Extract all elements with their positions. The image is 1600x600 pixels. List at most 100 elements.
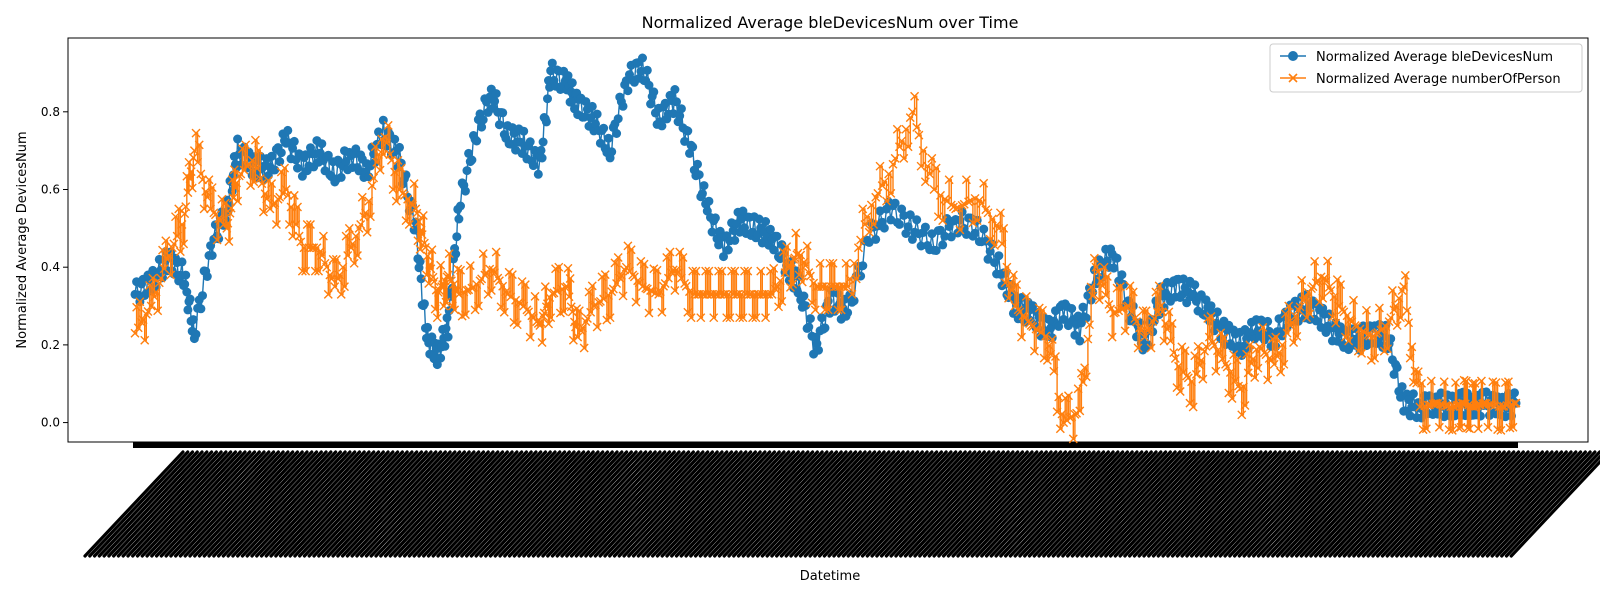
x-tick-label-glyph (555, 450, 657, 558)
data-point (1094, 295, 1104, 305)
x-tick-label-glyph (1128, 450, 1230, 558)
data-point (254, 145, 264, 155)
data-point (1217, 354, 1227, 364)
data-point (979, 178, 989, 188)
data-point (1005, 278, 1015, 288)
data-point (845, 274, 855, 284)
x-tick-label-glyph (651, 450, 753, 558)
data-point (756, 266, 766, 276)
x-tick-label-glyph (88, 450, 190, 558)
x-tick-label-glyph (679, 450, 781, 558)
data-point (229, 165, 239, 175)
x-tick-label-glyph (817, 450, 920, 558)
x-tick-label-glyph (340, 450, 443, 558)
x-tick-label-glyph (221, 450, 323, 558)
y-tick-label: 0.8 (41, 105, 60, 119)
data-point (804, 322, 814, 332)
data-point (680, 279, 690, 289)
data-point (443, 332, 453, 342)
data-point (565, 273, 575, 283)
data-point (289, 136, 299, 146)
data-point (751, 313, 761, 323)
data-point (815, 258, 825, 268)
data-point (1486, 400, 1496, 410)
data-point (670, 286, 680, 295)
data-point (817, 313, 827, 323)
x-tick-label-glyph (713, 450, 815, 558)
x-tick-label-glyph (1371, 450, 1473, 558)
data-point (699, 289, 709, 299)
data-point (696, 313, 706, 323)
data-point (1083, 334, 1093, 344)
data-point (454, 289, 464, 299)
data-point (180, 209, 190, 219)
data-point (1102, 272, 1112, 282)
data-point (1078, 377, 1088, 387)
data-point (825, 258, 835, 268)
data-point (1193, 341, 1203, 351)
data-point (1156, 301, 1166, 311)
data-point (1029, 346, 1039, 356)
data-point (498, 108, 508, 118)
x-tick-label-glyph (364, 450, 467, 558)
x-tick-label-glyph (550, 450, 653, 558)
x-tick-label-glyph (760, 450, 862, 558)
data-point (185, 174, 195, 184)
data-point (1046, 349, 1056, 359)
x-tick-label-glyph (193, 450, 295, 558)
data-point (1451, 378, 1461, 388)
x-tick-label-glyph (1328, 450, 1430, 558)
data-point (1394, 293, 1404, 303)
x-tick-label-glyph (822, 450, 924, 558)
data-point (1057, 409, 1067, 419)
x-tick-label-glyph (1376, 450, 1478, 558)
x-tick-label-glyph (1457, 450, 1559, 558)
x-tick-label-glyph (264, 450, 366, 558)
x-tick-label-glyph (1461, 450, 1564, 558)
data-point (686, 313, 696, 323)
data-point (339, 282, 349, 292)
data-point (1002, 262, 1012, 272)
x-tick-label-glyph (1347, 450, 1449, 558)
x-tick-label-glyph (798, 450, 901, 558)
data-point (662, 252, 672, 262)
x-tick-label-glyph (1395, 450, 1497, 558)
data-point (1493, 425, 1503, 435)
x-tick-label-glyph (1118, 450, 1220, 558)
data-point (241, 140, 251, 150)
data-point (536, 317, 546, 327)
data-point (860, 219, 870, 229)
data-point (442, 313, 452, 323)
data-point (616, 270, 626, 280)
data-point (794, 270, 804, 280)
data-point (1212, 307, 1222, 317)
x-tick-label-glyph (259, 450, 362, 558)
data-point (494, 120, 504, 130)
data-point (537, 338, 547, 348)
data-point (1161, 319, 1171, 329)
x-tick-label-glyph (856, 450, 958, 558)
x-tick-label-glyph (1495, 450, 1597, 558)
data-point (916, 241, 926, 251)
data-point (592, 109, 602, 119)
x-tick-label-glyph (865, 450, 967, 558)
data-point (317, 139, 327, 149)
data-point (905, 210, 915, 220)
data-point (1292, 331, 1302, 341)
data-point (473, 301, 483, 311)
data-point (460, 186, 470, 196)
data-point (1290, 311, 1300, 321)
x-tick-label-glyph (517, 450, 619, 558)
data-point (1279, 359, 1289, 369)
data-point (322, 262, 332, 272)
data-point (453, 264, 463, 274)
data-point (673, 268, 683, 278)
data-point (496, 302, 506, 312)
x-tick-label-glyph (1256, 450, 1359, 558)
data-point (490, 96, 500, 106)
data-point (181, 202, 191, 212)
data-point (587, 281, 597, 291)
x-tick-label-glyph (622, 450, 724, 558)
data-point (1190, 351, 1200, 361)
y-tick-label: 0.6 (41, 183, 60, 197)
